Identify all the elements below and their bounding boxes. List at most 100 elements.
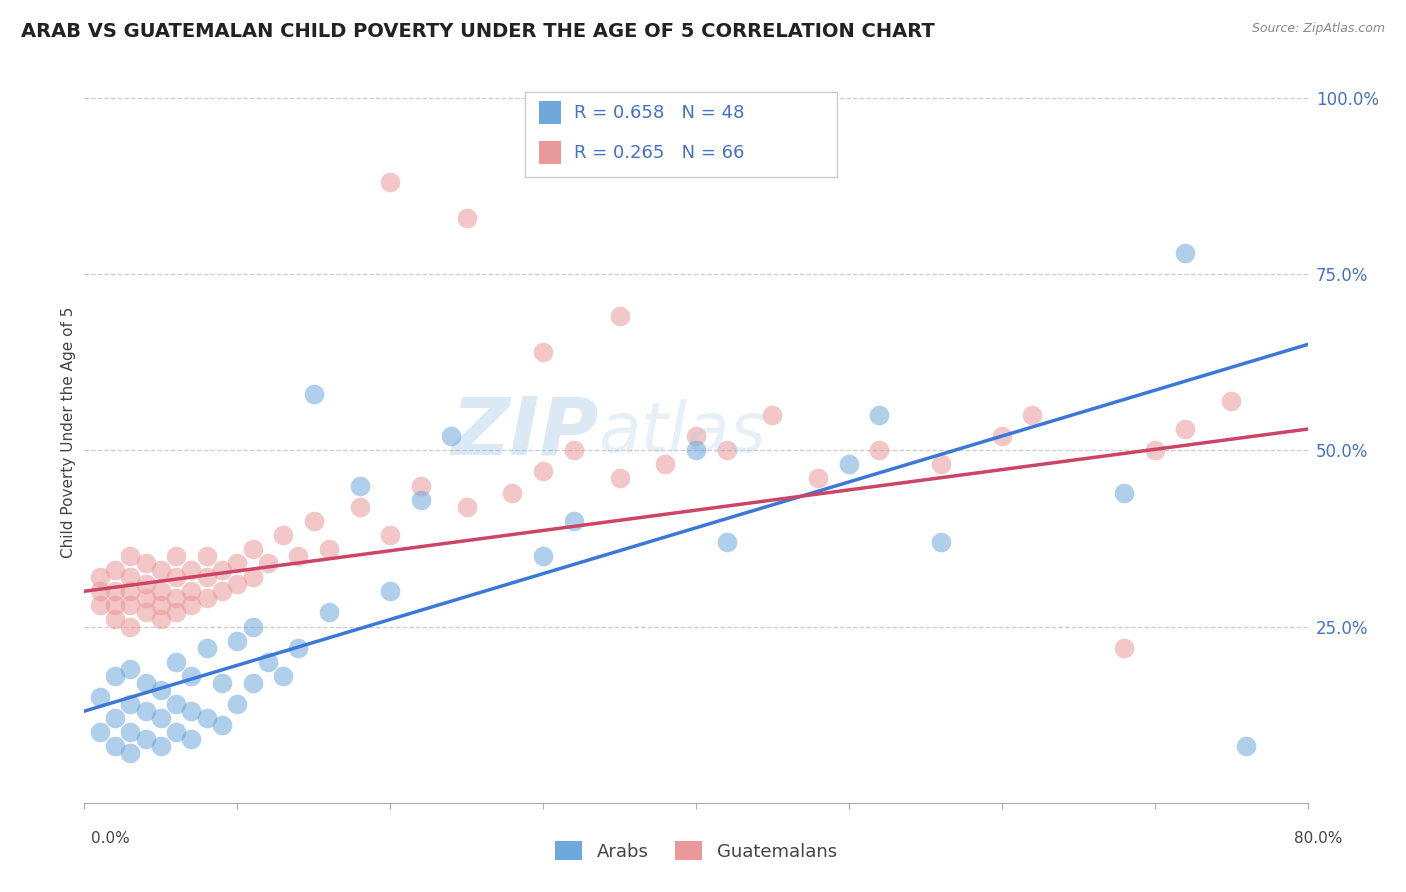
- Point: [149, 711, 172, 725]
- Point: [562, 514, 585, 528]
- Point: [1236, 739, 1258, 754]
- Point: [287, 640, 309, 655]
- Point: [195, 549, 218, 563]
- Point: [302, 387, 325, 401]
- Point: [685, 429, 707, 443]
- Point: [135, 704, 157, 718]
- Point: [180, 704, 202, 718]
- Text: R = 0.658   N = 48: R = 0.658 N = 48: [574, 103, 744, 121]
- Point: [180, 584, 202, 599]
- Point: [242, 570, 264, 584]
- Point: [242, 676, 264, 690]
- Point: [226, 633, 249, 648]
- Point: [104, 669, 127, 683]
- Point: [1143, 443, 1166, 458]
- Point: [135, 556, 157, 570]
- Point: [89, 690, 111, 704]
- FancyBboxPatch shape: [540, 141, 561, 164]
- Point: [104, 612, 127, 626]
- Point: [89, 599, 111, 613]
- Point: [120, 599, 142, 613]
- Point: [456, 500, 478, 514]
- Point: [104, 739, 127, 754]
- Point: [807, 471, 830, 485]
- Point: [104, 584, 127, 599]
- Point: [562, 443, 585, 458]
- Point: [242, 541, 264, 556]
- Point: [89, 725, 111, 739]
- Point: [120, 725, 142, 739]
- Point: [991, 429, 1014, 443]
- FancyBboxPatch shape: [524, 92, 837, 178]
- Point: [165, 606, 187, 620]
- Point: [165, 655, 187, 669]
- Point: [195, 591, 218, 606]
- Point: [104, 599, 127, 613]
- Point: [257, 556, 280, 570]
- Point: [1114, 485, 1136, 500]
- Point: [257, 655, 280, 669]
- Point: [226, 556, 249, 570]
- Point: [104, 563, 127, 577]
- Point: [120, 549, 142, 563]
- Point: [1220, 393, 1243, 408]
- Point: [149, 584, 172, 599]
- Point: [380, 584, 402, 599]
- Point: [211, 718, 233, 732]
- Text: R = 0.265   N = 66: R = 0.265 N = 66: [574, 144, 744, 161]
- Point: [654, 458, 676, 472]
- Point: [531, 464, 554, 478]
- Point: [531, 549, 554, 563]
- Point: [409, 478, 432, 492]
- Point: [195, 570, 218, 584]
- Point: [89, 570, 111, 584]
- Point: [165, 697, 187, 711]
- Point: [271, 528, 294, 542]
- Point: [287, 549, 309, 563]
- Point: [380, 175, 402, 189]
- Point: [120, 697, 142, 711]
- Point: [318, 606, 340, 620]
- Point: [456, 211, 478, 225]
- Point: [135, 732, 157, 747]
- Point: [135, 577, 157, 591]
- Point: [409, 492, 432, 507]
- Point: [149, 563, 172, 577]
- Point: [165, 725, 187, 739]
- Point: [716, 535, 738, 549]
- Point: [120, 747, 142, 761]
- Legend: Arabs, Guatemalans: Arabs, Guatemalans: [548, 834, 844, 868]
- Point: [531, 344, 554, 359]
- FancyBboxPatch shape: [540, 101, 561, 124]
- Point: [180, 669, 202, 683]
- Point: [761, 408, 783, 422]
- Point: [302, 514, 325, 528]
- Point: [440, 429, 463, 443]
- Point: [1021, 408, 1043, 422]
- Point: [195, 640, 218, 655]
- Text: Source: ZipAtlas.com: Source: ZipAtlas.com: [1251, 22, 1385, 36]
- Point: [1174, 245, 1197, 260]
- Point: [869, 408, 891, 422]
- Point: [609, 310, 631, 324]
- Point: [211, 563, 233, 577]
- Point: [349, 500, 371, 514]
- Point: [135, 591, 157, 606]
- Point: [135, 676, 157, 690]
- Y-axis label: Child Poverty Under the Age of 5: Child Poverty Under the Age of 5: [60, 307, 76, 558]
- Point: [211, 584, 233, 599]
- Point: [609, 471, 631, 485]
- Text: ZIP: ZIP: [451, 393, 598, 472]
- Point: [349, 478, 371, 492]
- Point: [195, 711, 218, 725]
- Point: [380, 528, 402, 542]
- Point: [226, 577, 249, 591]
- Point: [149, 612, 172, 626]
- Point: [838, 458, 860, 472]
- Point: [165, 570, 187, 584]
- Point: [120, 584, 142, 599]
- Point: [869, 443, 891, 458]
- Point: [929, 458, 952, 472]
- Point: [180, 563, 202, 577]
- Point: [1114, 640, 1136, 655]
